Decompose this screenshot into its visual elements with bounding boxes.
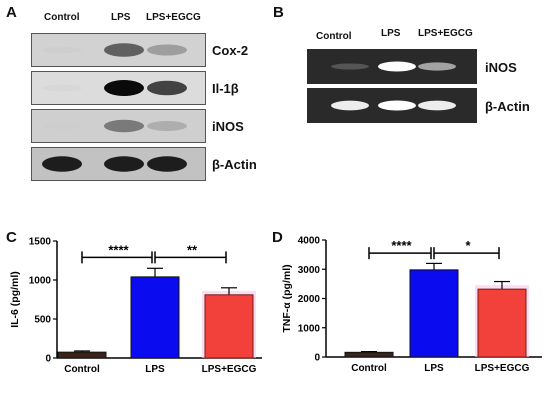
band-label-actin: β-Actin bbox=[212, 157, 257, 172]
bar-lps bbox=[130, 276, 180, 359]
panel-a-letter: A bbox=[6, 4, 17, 21]
il6-bar-chart: 0 500 1000 1500 IL-6 (pg/ml) Control LPS LPS+EG… bbox=[9, 237, 262, 375]
bar-lps bbox=[409, 269, 459, 358]
blot-strip-cox-2 bbox=[31, 33, 206, 67]
blot-band bbox=[104, 119, 144, 133]
x-tick-label: LPS bbox=[145, 364, 165, 375]
band-label-cox-2: Cox-2 bbox=[212, 43, 249, 58]
y-tick-label: 0 bbox=[45, 354, 51, 365]
bar-lps-egcg bbox=[204, 294, 254, 359]
x-tick-label: Control bbox=[64, 364, 100, 375]
blot-band bbox=[104, 156, 144, 172]
y-tick-label: 2000 bbox=[298, 294, 321, 305]
panel-d-letter: D bbox=[272, 229, 283, 246]
blot-strip-inos bbox=[31, 109, 206, 143]
gel-band bbox=[331, 100, 369, 111]
panel-b-letter: B bbox=[273, 4, 284, 21]
significance-bracket bbox=[433, 247, 500, 260]
panel-a-lane-lps-egcg: LPS+EGCG bbox=[146, 12, 201, 23]
y-tick-label: 1500 bbox=[29, 237, 52, 248]
panel-a-lane-lps: LPS bbox=[111, 12, 131, 23]
significance-label: ** bbox=[187, 242, 198, 257]
significance-label: **** bbox=[391, 238, 412, 253]
significance-label: **** bbox=[108, 242, 129, 257]
blot-band bbox=[147, 121, 187, 131]
blot-band bbox=[104, 43, 144, 57]
blot-strip-il-1 bbox=[31, 71, 206, 105]
tnf-alpha-bar-chart: 0 1000 2000 3000 4000 TNF-α (pg/ml) Control LPS… bbox=[281, 236, 542, 374]
gel-band bbox=[331, 63, 369, 70]
x-tick-label: LPS+EGCG bbox=[475, 363, 530, 374]
blot-band bbox=[104, 80, 144, 96]
gel-band bbox=[418, 100, 456, 111]
panel-b-lane-control: Control bbox=[316, 31, 352, 42]
blot-band bbox=[147, 156, 187, 172]
panel-b-lane-lps-egcg: LPS+EGCG bbox=[418, 28, 473, 39]
panel-b-lane-lps: LPS bbox=[381, 28, 401, 39]
y-tick-label: 3000 bbox=[298, 265, 321, 276]
y-tick-label: 0 bbox=[314, 353, 320, 364]
x-tick-label: LPS bbox=[424, 363, 444, 374]
x-tick-label: LPS+EGCG bbox=[202, 364, 257, 375]
blot-band bbox=[147, 80, 187, 96]
significance-bracket bbox=[368, 247, 432, 260]
bar-control bbox=[57, 351, 107, 359]
significance-bracket bbox=[154, 251, 227, 264]
y-tick-label: 1000 bbox=[298, 323, 321, 334]
y-tick-label: 500 bbox=[34, 315, 51, 326]
gel-strip-actin bbox=[307, 88, 477, 123]
significance-bracket bbox=[81, 251, 153, 264]
gel-strip-inos bbox=[307, 49, 477, 84]
significance-label: * bbox=[465, 238, 471, 253]
blot-strip-actin bbox=[31, 147, 206, 181]
band-label-il-1: Il-1β bbox=[212, 81, 239, 96]
bar-lps-egcg bbox=[477, 288, 527, 358]
panel-a-lane-control: Control bbox=[44, 12, 80, 23]
blot-band bbox=[42, 84, 82, 92]
gel-band bbox=[418, 62, 456, 71]
bar-control bbox=[344, 351, 394, 358]
blot-band bbox=[42, 122, 82, 130]
blot-band bbox=[42, 46, 82, 54]
gel-band bbox=[378, 61, 416, 72]
y-tick-label: 1000 bbox=[29, 276, 52, 287]
gel-label-actin: β-Actin bbox=[485, 99, 530, 114]
x-tick-label: Control bbox=[351, 363, 387, 374]
panel-c-letter: C bbox=[6, 229, 17, 246]
y-axis-label: IL-6 (pg/ml) bbox=[9, 271, 21, 328]
band-label-inos: iNOS bbox=[212, 119, 244, 134]
y-axis-label: TNF-α (pg/ml) bbox=[281, 264, 293, 332]
y-tick-label: 4000 bbox=[298, 236, 321, 247]
blot-band bbox=[42, 156, 82, 172]
blot-band bbox=[147, 44, 187, 56]
gel-band bbox=[378, 100, 416, 111]
gel-label-inos: iNOS bbox=[485, 60, 517, 75]
